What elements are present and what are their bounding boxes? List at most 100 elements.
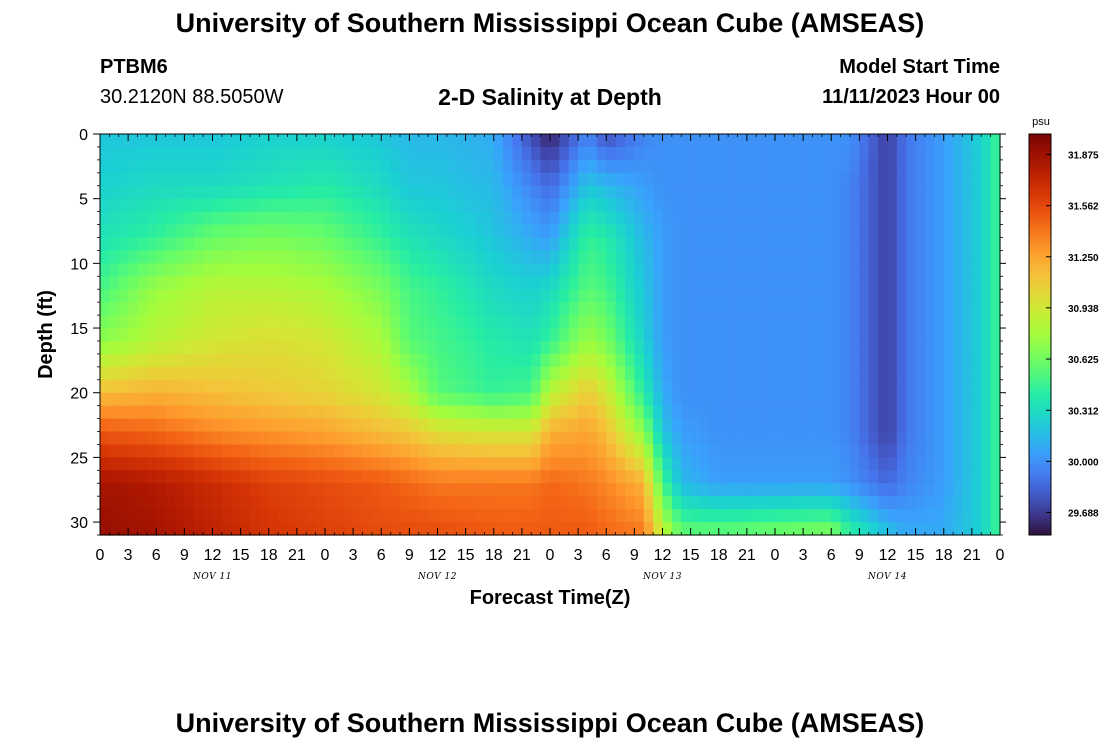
heatmap-cell (831, 522, 842, 536)
heatmap-cell (831, 509, 842, 523)
heatmap-cell (259, 198, 270, 213)
heatmap-cell (793, 340, 804, 355)
heatmap-cell (475, 328, 485, 342)
heatmap-cell (193, 444, 204, 458)
heatmap-cell (812, 134, 823, 148)
heatmap-cell (812, 237, 823, 252)
heatmap-cell (146, 263, 157, 277)
heatmap-cell (606, 185, 617, 200)
x-tick-label: 9 (630, 547, 639, 564)
heatmap-cell (540, 470, 551, 484)
heatmap-cell (306, 340, 317, 355)
heatmap-cell (465, 185, 476, 200)
heatmap-cell (821, 224, 832, 239)
heatmap-cell (718, 289, 729, 303)
heatmap-cell (756, 444, 767, 458)
heatmap-cell (803, 431, 814, 446)
heatmap-cell (390, 379, 401, 394)
heatmap-cell (203, 392, 214, 407)
heatmap-cell (793, 379, 804, 394)
heatmap-cell (146, 276, 157, 290)
heatmap-cell (315, 405, 326, 420)
heatmap-cell (278, 496, 289, 510)
heatmap-cell (700, 146, 710, 161)
heatmap-cell (746, 353, 757, 368)
heatmap-cell (540, 483, 551, 497)
heatmap-cell (718, 250, 729, 264)
heatmap-cell (325, 405, 335, 420)
heatmap-cell (512, 198, 523, 213)
heatmap-cell (250, 509, 260, 523)
heatmap-cell (578, 353, 589, 368)
heatmap-cell (775, 198, 785, 213)
heatmap-cell (850, 470, 860, 484)
heatmap-cell (568, 146, 579, 161)
heatmap-cell (634, 134, 645, 148)
heatmap-cell (428, 146, 439, 161)
heatmap-cell (540, 431, 551, 446)
heatmap-cell (400, 340, 410, 355)
heatmap-cell (315, 172, 326, 187)
heatmap-cell (184, 302, 195, 316)
heatmap-cell (728, 134, 739, 148)
heatmap-cell (925, 159, 935, 174)
heatmap-cell (175, 198, 185, 213)
heatmap-cell (287, 302, 298, 316)
heatmap-cell (315, 289, 326, 303)
heatmap-cell (475, 134, 485, 148)
heatmap-cell (400, 353, 410, 368)
heatmap-cell (643, 302, 654, 316)
heatmap-cell (343, 289, 354, 303)
heatmap-cell (231, 392, 242, 407)
heatmap-cell (128, 185, 139, 200)
heatmap-cell (287, 340, 298, 355)
heatmap-cell (400, 431, 410, 446)
heatmap-cell (859, 470, 870, 484)
heatmap-cell (371, 263, 382, 277)
heatmap-cell (934, 483, 945, 497)
heatmap-cell (962, 353, 973, 368)
heatmap-cell (887, 211, 898, 226)
heatmap-cell (925, 392, 935, 407)
heatmap-cell (484, 392, 495, 407)
heatmap-cell (475, 509, 485, 523)
heatmap-cell (540, 172, 551, 187)
heatmap-cell (146, 470, 157, 484)
heatmap-cell (353, 340, 364, 355)
heatmap-cell (475, 276, 485, 290)
heatmap-cell (521, 405, 532, 420)
heatmap-cell (962, 315, 973, 329)
heatmap-cell (456, 250, 467, 264)
heatmap-cell (165, 185, 176, 200)
heatmap-cell (484, 328, 495, 342)
heatmap-cell (709, 172, 720, 187)
heatmap-cell (925, 224, 935, 239)
heatmap-cell (887, 237, 898, 252)
heatmap-cell (615, 198, 626, 213)
heatmap-cell (212, 431, 223, 446)
heatmap-cell (521, 509, 532, 523)
heatmap-cell (596, 302, 607, 316)
heatmap-cell (503, 405, 514, 420)
heatmap-cell (953, 509, 964, 523)
heatmap-cell (981, 340, 992, 355)
heatmap-cell (512, 444, 523, 458)
heatmap-cell (746, 134, 757, 148)
heatmap-cell (240, 315, 251, 329)
heatmap-cell (634, 496, 645, 510)
heatmap-cell (906, 340, 917, 355)
heatmap-cell (850, 366, 860, 381)
heatmap-cell (568, 276, 579, 290)
heatmap-cell (859, 250, 870, 264)
heatmap-cell (475, 457, 485, 471)
heatmap-cell (943, 522, 954, 536)
heatmap-cell (100, 418, 110, 433)
heatmap-cell (493, 353, 504, 368)
heatmap-cell (259, 444, 270, 458)
heatmap-cell (756, 302, 767, 316)
heatmap-cell (784, 418, 795, 433)
heatmap-cell (606, 340, 617, 355)
heatmap-cell (643, 315, 654, 329)
heatmap-cell (896, 496, 907, 510)
heatmap-cell (971, 418, 982, 433)
